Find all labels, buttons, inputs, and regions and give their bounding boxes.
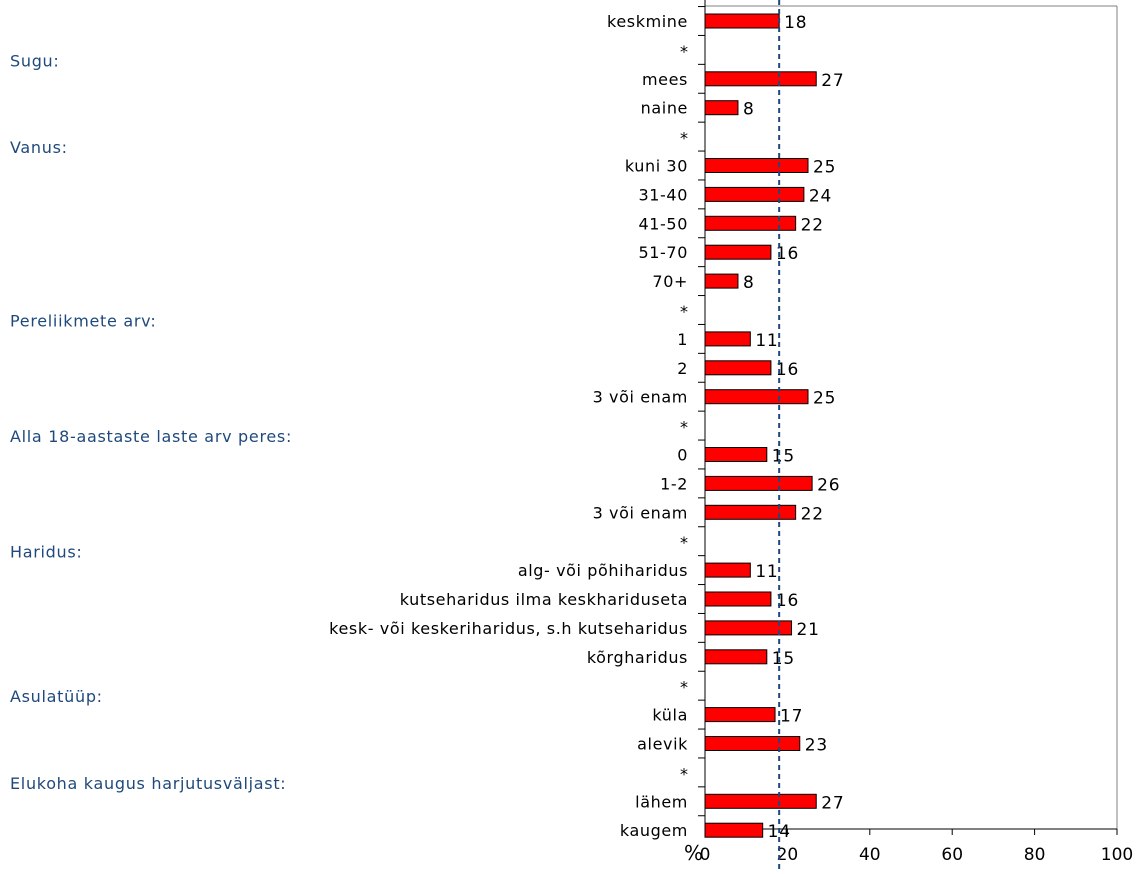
category-label: alg- või põhiharidus [518,561,688,580]
category-label: kuni 30 [625,157,688,176]
x-unit-label: % [684,841,703,865]
group-separator: * [680,533,688,552]
bar [704,215,797,231]
data-label: 17 [780,707,803,727]
data-label: 11 [755,331,778,351]
category-label: kesk- või keskeriharidus, s.h kutseharid… [329,619,688,638]
bar [704,158,809,173]
category-label: 0 [677,446,688,465]
bar [704,475,813,491]
bar [704,562,751,578]
category-label: 1-2 [660,474,688,493]
x-tick-label: 40 [859,845,881,865]
bar [704,591,772,607]
category-label: 31-40 [639,185,689,204]
x-tick-label: 20 [777,845,799,865]
category-label: 1 [677,330,688,349]
data-label: 22 [801,504,824,524]
group-separator: * [680,418,688,437]
bar [704,331,751,347]
data-label: 27 [821,793,844,813]
bar [704,244,772,260]
bar [704,360,772,376]
bar [704,447,768,462]
data-label: 16 [776,244,799,264]
data-label: 25 [813,389,836,409]
data-label: 23 [805,736,828,756]
bar [704,504,797,520]
data-label: 26 [817,475,840,495]
category-label: 2 [677,359,688,378]
data-label: 24 [809,186,832,206]
group-label: Haridus: [10,543,82,562]
group-label: Asulatüüp: [10,687,103,706]
category-label: kõrgharidus [587,648,688,667]
bar [704,389,809,405]
group-label: Elukoha kaugus harjutusväljast: [10,774,286,793]
bar [704,100,739,116]
category-label: 70+ [652,272,688,291]
bar [704,13,780,29]
bar [704,71,817,87]
bar [704,793,817,809]
group-label: Pereliikmete arv: [10,311,157,330]
group-label: Sugu: [10,51,59,70]
data-label: 25 [813,158,836,178]
group-separator: * [680,678,688,697]
bar [704,822,764,838]
category-label: 3 või enam [593,388,688,407]
group-label: Vanus: [10,138,68,157]
group-separator: * [680,42,688,61]
data-label: 15 [772,649,795,669]
category-label: küla [652,706,688,725]
group-label: Alla 18-aastaste laste arv peres: [10,427,292,446]
category-label: naine [641,99,688,118]
bar [704,620,793,636]
category-label: lähem [635,792,688,811]
data-label: 22 [801,215,824,235]
category-label: mees [642,70,688,89]
data-label: 8 [743,100,755,120]
data-label: 8 [743,273,755,293]
bar [704,736,801,751]
category-label: 3 või enam [593,503,688,522]
category-label: alevik [637,735,688,754]
category-label: kutseharidus ilma keskhariduseta [400,590,688,609]
data-label: 15 [772,447,795,467]
data-label: 16 [776,360,799,380]
data-label: 16 [776,591,799,611]
category-label: kaugem [620,821,688,840]
category-label: keskmine [607,12,688,31]
group-separator: * [680,764,688,783]
group-separator: * [680,302,688,321]
x-tick-label: 100 [1101,845,1133,865]
data-label: 11 [755,562,778,582]
bar [704,649,768,665]
data-label: 21 [797,620,820,640]
x-tick-label: 80 [1024,845,1046,865]
data-label: 18 [784,13,807,33]
x-tick-label: 0 [700,845,711,865]
x-tick-label: 60 [941,845,963,865]
data-label: 27 [821,71,844,91]
bar [704,707,776,723]
category-label: 41-50 [639,214,689,233]
bar [704,273,739,289]
category-label: 51-70 [639,243,689,262]
group-separator: * [680,129,688,148]
bar [704,186,805,202]
